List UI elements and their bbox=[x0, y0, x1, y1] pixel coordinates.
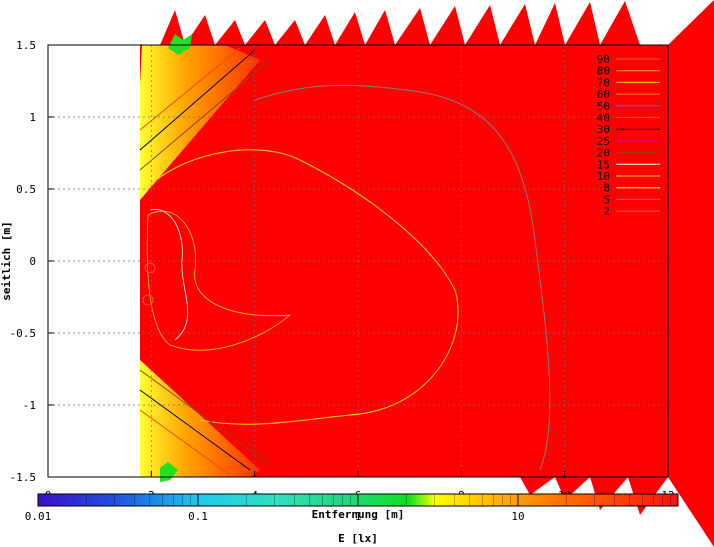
contour-line-10 bbox=[146, 210, 292, 351]
contour-line-5 bbox=[254, 84, 551, 471]
edge-spikes-top bbox=[160, 1, 668, 45]
legend-label: 50 bbox=[597, 100, 610, 113]
colorbar-tick-label: 10 bbox=[511, 510, 524, 523]
contour-line-30-top bbox=[139, 49, 256, 151]
y-axis-label: seitlich [m] bbox=[0, 221, 13, 300]
contour-line-2-circle-b bbox=[142, 294, 154, 306]
x-axis-label: Entfernung [m] bbox=[312, 508, 405, 521]
legend-label: 30 bbox=[597, 123, 610, 136]
legend-label: 25 bbox=[597, 135, 610, 148]
colorbar-segment-marks bbox=[85, 494, 671, 506]
contour-line-8 bbox=[149, 149, 459, 425]
legend-label: 15 bbox=[597, 158, 610, 171]
y-tick-label: 0.5 bbox=[16, 183, 36, 196]
contour-line-30-bottom bbox=[139, 389, 251, 471]
colorbar-ticks: 0.01 0.1 1 10 bbox=[25, 494, 525, 523]
legend-label: 80 bbox=[597, 65, 610, 78]
contour-line-15 bbox=[149, 209, 189, 341]
left-edge-gradient-bottom bbox=[140, 360, 260, 477]
contour-line-40-top bbox=[139, 47, 241, 131]
legend-label: 20 bbox=[597, 147, 610, 160]
y-tick-label: 1 bbox=[29, 111, 36, 124]
legend-label: 90 bbox=[597, 53, 610, 66]
left-edge-gradient-top bbox=[140, 45, 260, 200]
edge-spikes-right bbox=[520, 0, 714, 547]
y-tick-label: 1.5 bbox=[16, 39, 36, 52]
colorbar-tick-label: 0.01 bbox=[25, 510, 52, 523]
y-axis-ticks: 1.5 1 0.5 0 -0.5 -1 -1.5 bbox=[10, 39, 54, 484]
colorbar: 0.01 0.1 1 10 E [lx] bbox=[25, 493, 679, 545]
contour-line-40-bottom bbox=[139, 409, 231, 476]
legend-label: 40 bbox=[597, 112, 610, 125]
legend-label: 60 bbox=[597, 88, 610, 101]
y-tick-label: -0.5 bbox=[10, 327, 37, 340]
contour-line-2-circle-a bbox=[144, 262, 156, 274]
legend-label: 70 bbox=[597, 76, 610, 89]
y-tick-label: -1 bbox=[23, 399, 36, 412]
colorbar-tick-label: 0.1 bbox=[188, 510, 208, 523]
legend-label: 2 bbox=[603, 205, 610, 218]
colorbar-tick-label: 1 bbox=[355, 510, 362, 523]
legend-label: 5 bbox=[603, 193, 610, 206]
contour-line-20-top bbox=[139, 59, 271, 171]
contour-lines bbox=[139, 47, 551, 476]
colorbar-label: E [lx] bbox=[338, 532, 378, 545]
y-tick-label: -1.5 bbox=[10, 471, 37, 484]
y-tick-label: 0 bbox=[29, 255, 36, 268]
contour-line-20-bottom bbox=[139, 369, 271, 466]
grid-lines bbox=[48, 45, 668, 477]
legend-label: 10 bbox=[597, 170, 610, 183]
legend-label: 8 bbox=[603, 182, 610, 195]
